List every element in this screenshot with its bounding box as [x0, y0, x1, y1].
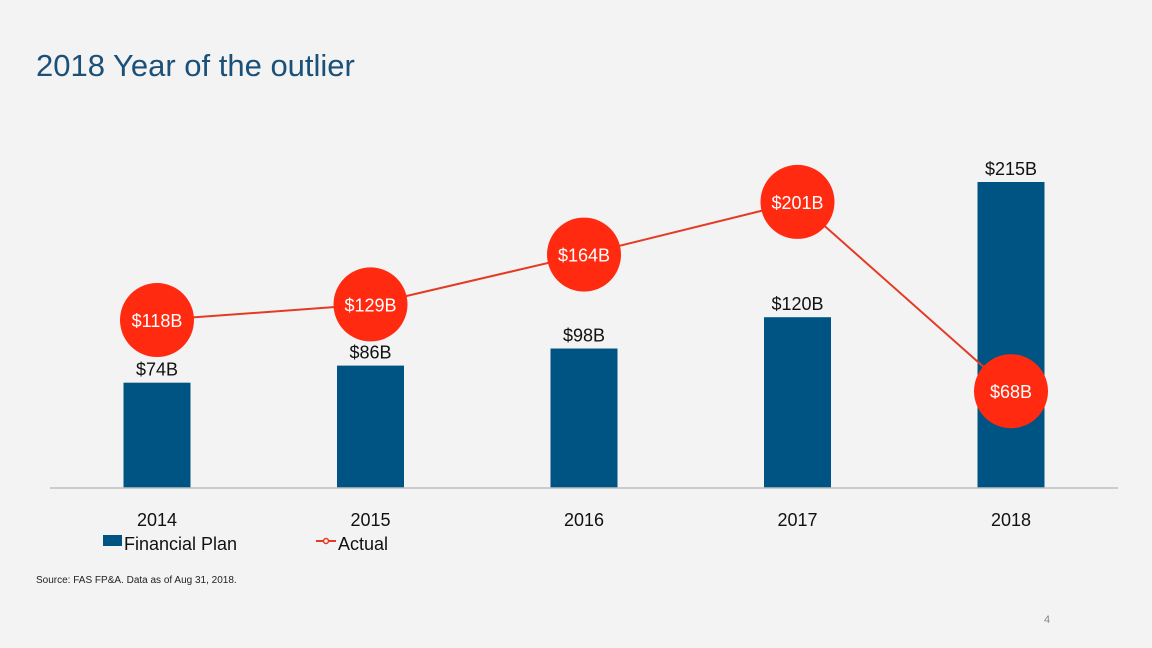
- bar-label-2016: $98B: [563, 326, 605, 346]
- bar-2014: [123, 382, 191, 488]
- actual-bubble-2014: [120, 283, 194, 358]
- page-number: 4: [1044, 614, 1051, 626]
- bar-label-2018: $215B: [985, 159, 1037, 179]
- actual-label-2014: $118B: [132, 311, 183, 331]
- actual-bubble-2018: [974, 354, 1048, 429]
- bar-2017: [764, 317, 831, 488]
- bar-label-2017: $120B: [771, 294, 823, 314]
- legend-actual-label: Actual: [338, 534, 388, 554]
- bar-2015: [337, 365, 404, 488]
- x-tick-label-2014: 2014: [137, 510, 177, 530]
- legend-actual-marker: [322, 537, 330, 545]
- source-note: Source: FAS FP&A. Data as of Aug 31, 201…: [36, 575, 237, 586]
- actual-label-2015: $129B: [344, 295, 396, 315]
- actual-label-2017: $201B: [771, 193, 823, 213]
- actual-bubble-2017: [760, 164, 835, 239]
- x-tick-label-2017: 2017: [777, 510, 817, 530]
- legend-financial-plan-label: Financial Plan: [124, 534, 237, 554]
- bar-2016: [550, 348, 618, 488]
- actual-label-2018: $68B: [990, 382, 1032, 402]
- actual-bubble-2015: [333, 267, 408, 342]
- x-tick-label-2016: 2016: [564, 510, 604, 530]
- slide-title: 2018 Year of the outlier: [36, 48, 355, 83]
- combo-chart: $74B $86B $98B $120B $215B 2014 2015 2016 2017 20…: [50, 159, 1118, 554]
- x-tick-label-2018: 2018: [991, 510, 1031, 530]
- bar-label-2015: $86B: [349, 343, 391, 363]
- actual-label-2016: $164B: [558, 246, 610, 266]
- x-tick-label-2015: 2015: [350, 510, 390, 530]
- legend-financial-plan-swatch: [103, 535, 122, 546]
- bar-2018: [977, 182, 1045, 488]
- actual-bubble-2016: [547, 217, 621, 292]
- bar-label-2014: $74B: [136, 360, 178, 380]
